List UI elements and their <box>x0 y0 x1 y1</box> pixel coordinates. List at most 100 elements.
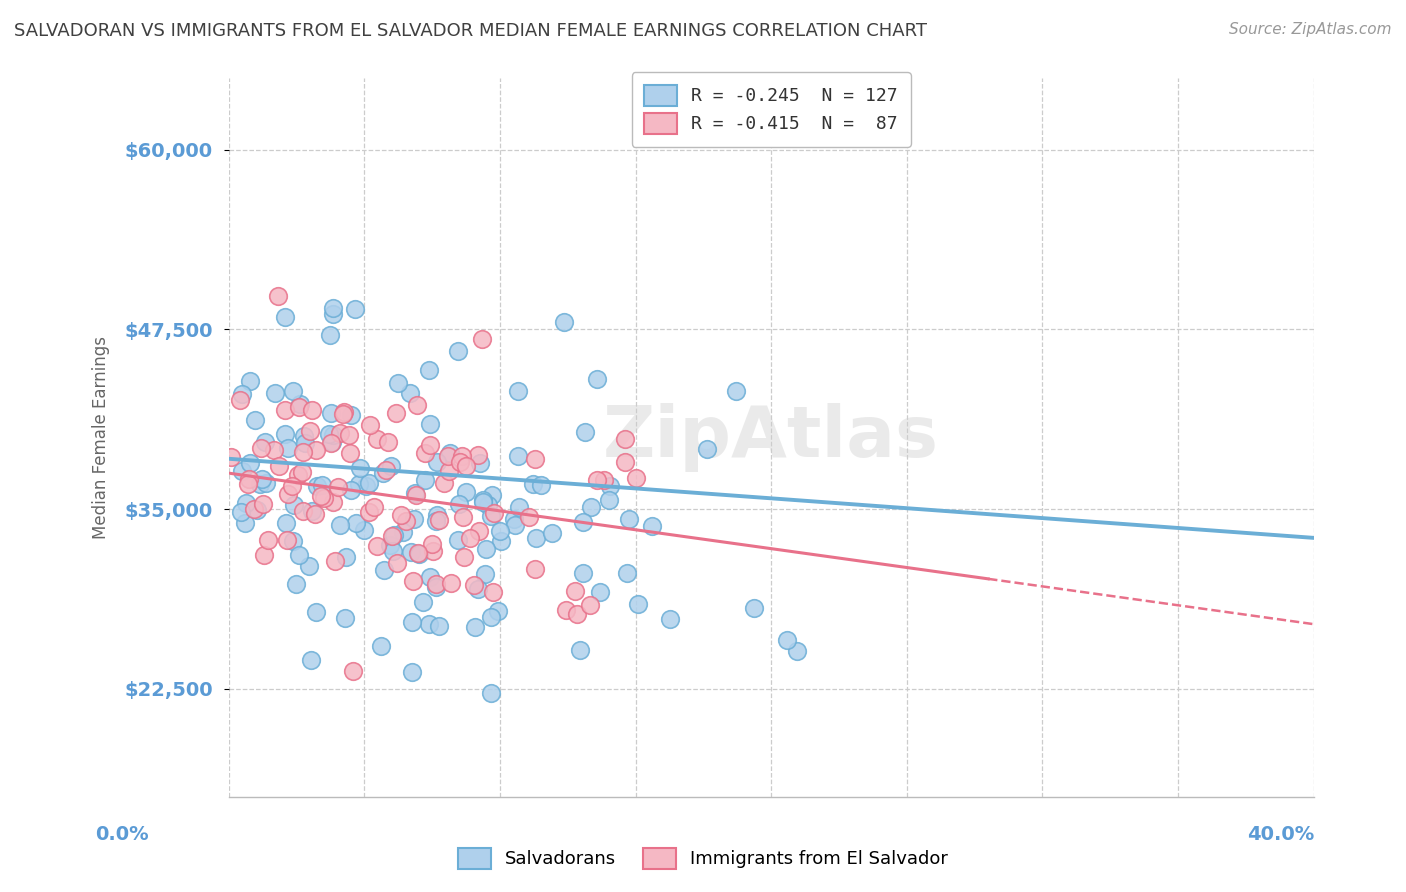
Point <box>725 384 748 399</box>
Point <box>477 498 499 512</box>
Point <box>285 577 308 591</box>
Point <box>503 518 526 533</box>
Point <box>263 443 285 458</box>
Point <box>405 398 427 412</box>
Point <box>614 455 637 469</box>
Point <box>425 514 447 528</box>
Point <box>353 523 375 537</box>
Point <box>294 436 316 450</box>
Point <box>322 494 344 508</box>
Point <box>571 566 593 580</box>
Point <box>254 476 277 491</box>
Point <box>460 532 482 546</box>
Point <box>307 478 329 492</box>
Point <box>474 567 496 582</box>
Point <box>231 464 253 478</box>
Point <box>235 496 257 510</box>
Point <box>301 504 323 518</box>
Point <box>356 479 378 493</box>
Point <box>426 455 449 469</box>
Point <box>565 607 588 622</box>
Point <box>427 618 450 632</box>
Point <box>776 632 799 647</box>
Point <box>489 533 512 548</box>
Point <box>322 301 344 316</box>
Point <box>523 561 546 575</box>
Point <box>440 576 463 591</box>
Point <box>263 385 285 400</box>
Point <box>405 488 427 502</box>
Point <box>616 566 638 580</box>
Point <box>422 544 444 558</box>
Point <box>598 493 620 508</box>
Point <box>318 427 340 442</box>
Point <box>363 500 385 514</box>
Point <box>479 686 502 700</box>
Point <box>425 576 447 591</box>
Point <box>370 639 392 653</box>
Point <box>484 506 506 520</box>
Point <box>298 559 321 574</box>
Point <box>399 385 422 400</box>
Text: 0.0%: 0.0% <box>96 824 149 844</box>
Point <box>239 375 262 389</box>
Point <box>391 524 413 539</box>
Point <box>229 393 252 408</box>
Point <box>467 582 489 596</box>
Point <box>322 307 344 321</box>
Point <box>413 445 436 459</box>
Point <box>468 524 491 539</box>
Point <box>231 386 253 401</box>
Point <box>526 531 548 545</box>
Point <box>305 443 328 458</box>
Legend: R = -0.245  N = 127, R = -0.415  N =  87: R = -0.245 N = 127, R = -0.415 N = 87 <box>631 72 911 146</box>
Point <box>236 477 259 491</box>
Point <box>343 301 366 316</box>
Point <box>326 480 349 494</box>
Point <box>418 616 440 631</box>
Point <box>332 407 354 421</box>
Point <box>323 554 346 568</box>
Point <box>454 485 477 500</box>
Point <box>413 473 436 487</box>
Point <box>243 502 266 516</box>
Point <box>292 429 315 443</box>
Point <box>617 512 640 526</box>
Point <box>340 408 363 422</box>
Point <box>245 413 267 427</box>
Point <box>287 548 309 562</box>
Point <box>599 479 621 493</box>
Point <box>387 376 409 391</box>
Point <box>471 333 494 347</box>
Point <box>298 425 321 439</box>
Point <box>249 442 271 456</box>
Point <box>304 507 326 521</box>
Point <box>301 402 323 417</box>
Point <box>288 397 311 411</box>
Point <box>344 516 367 531</box>
Point <box>329 517 352 532</box>
Point <box>614 432 637 446</box>
Point <box>337 428 360 442</box>
Point <box>399 545 422 559</box>
Point <box>283 498 305 512</box>
Point <box>447 533 470 547</box>
Point <box>321 435 343 450</box>
Point <box>502 511 524 525</box>
Point <box>373 467 395 481</box>
Point <box>349 460 371 475</box>
Point <box>429 513 451 527</box>
Point <box>233 516 256 530</box>
Point <box>402 574 425 589</box>
Point <box>239 456 262 470</box>
Point <box>524 452 547 467</box>
Point <box>253 548 276 562</box>
Point <box>419 438 441 452</box>
Point <box>221 450 243 465</box>
Point <box>463 578 485 592</box>
Point <box>451 509 474 524</box>
Point <box>406 546 429 560</box>
Point <box>425 580 447 594</box>
Point <box>696 442 718 457</box>
Point <box>357 476 380 491</box>
